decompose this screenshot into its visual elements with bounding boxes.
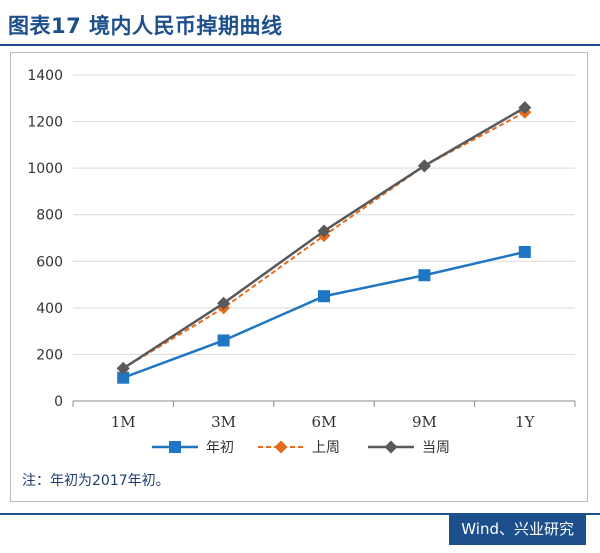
y-tick-label: 600 [36, 254, 63, 270]
data-point [418, 269, 431, 282]
data-point [318, 290, 330, 303]
y-tick-label: 1000 [27, 161, 63, 177]
y-tick-label: 800 [36, 208, 63, 224]
y-tick-label: 200 [36, 347, 63, 363]
title-divider [0, 44, 600, 46]
x-tick-label: 9M [412, 413, 437, 431]
data-point [417, 159, 431, 173]
data-point [116, 361, 130, 375]
y-tick-label: 0 [54, 394, 63, 410]
y-tick-label: 1400 [27, 68, 63, 84]
series-line-0 [122, 250, 526, 379]
source-badge: Wind、兴业研究 [449, 513, 586, 545]
y-tick-label: 400 [36, 301, 63, 317]
data-point [217, 334, 230, 347]
data-point [117, 371, 130, 384]
legend-marker [384, 440, 398, 454]
source-divider [0, 513, 600, 515]
chart-frame [10, 52, 588, 502]
data-point [518, 101, 532, 115]
data-point [217, 296, 231, 310]
x-tick-label: 1M [111, 413, 136, 431]
x-tick-label: 1Y [515, 413, 536, 431]
legend-marker [274, 440, 288, 454]
x-tick-label: 6M [312, 413, 337, 431]
line-chart: 0 200 400 600 800 1000 1200 1400 1M 3M 6M 9M 1Y 年初 上周 当… [27, 68, 576, 456]
legend-label: 当周 [422, 440, 450, 456]
x-tick-label: 3M [211, 413, 236, 431]
legend-label: 年初 [206, 439, 234, 456]
page-title: 图表17 境内人民币掉期曲线 [8, 14, 283, 38]
data-point [518, 245, 531, 258]
data-point [317, 224, 331, 238]
legend-marker [169, 441, 181, 453]
y-tick-label: 1200 [27, 115, 63, 131]
legend-label: 上周 [312, 440, 340, 456]
chart-note: 注：年初为2017年初。 [22, 473, 170, 489]
